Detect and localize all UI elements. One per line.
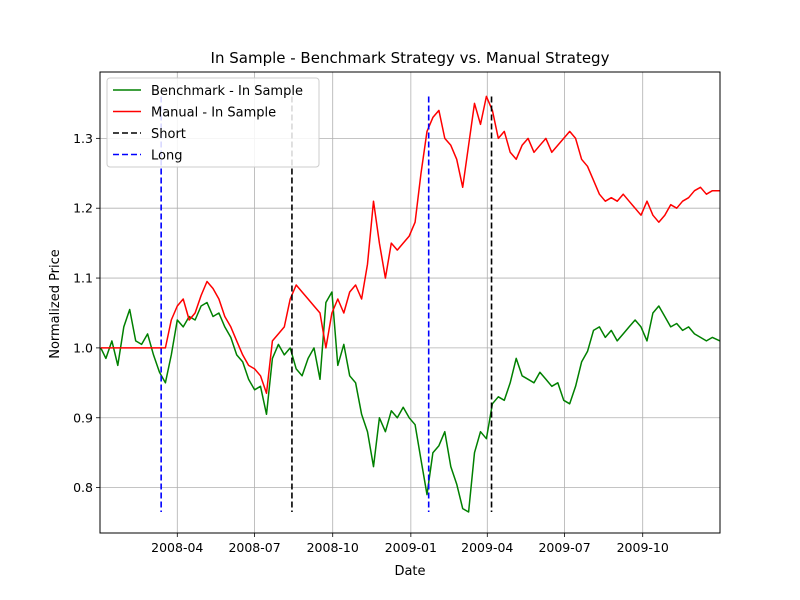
x-axis-label: Date [394,564,425,579]
legend-label: Short [151,127,186,142]
x-axis-ticks: 2008-04 2008-07 2008-10 2009-01 2009-04 2009-… [151,533,669,555]
x-tick-label: 2009-10 [617,540,669,555]
y-tick-label: 1.0 [73,340,93,355]
y-tick-label: 0.8 [73,480,93,495]
y-tick-label: 1.3 [73,131,93,146]
x-tick-label: 2008-04 [151,540,203,555]
x-tick-label: 2009-04 [461,540,513,555]
y-tick-label: 1.1 [73,271,93,286]
x-tick-label: 2008-07 [228,540,280,555]
chart-title: In Sample - Benchmark Strategy vs. Manua… [211,49,610,67]
y-axis-ticks: 0.8 0.9 1.0 1.1 1.2 1.3 [73,131,100,495]
benchmark-series-line [100,291,721,513]
x-tick-label: 2009-01 [385,540,437,555]
x-tick-label: 2008-10 [307,540,359,555]
y-axis-label: Normalized Price [48,249,63,359]
legend-box [106,77,320,168]
legend: Benchmark - In Sample Manual - In Sample S… [106,77,320,168]
legend-label: Benchmark - In Sample [151,84,303,99]
manual-series-line [100,95,720,395]
x-tick-label: 2009-07 [538,540,590,555]
legend-label: Manual - In Sample [151,106,276,121]
plot-lines [100,95,721,513]
legend-label: Long [151,149,182,164]
y-tick-label: 0.9 [73,410,93,425]
y-tick-label: 1.2 [73,201,93,216]
plot-frame [99,71,721,534]
